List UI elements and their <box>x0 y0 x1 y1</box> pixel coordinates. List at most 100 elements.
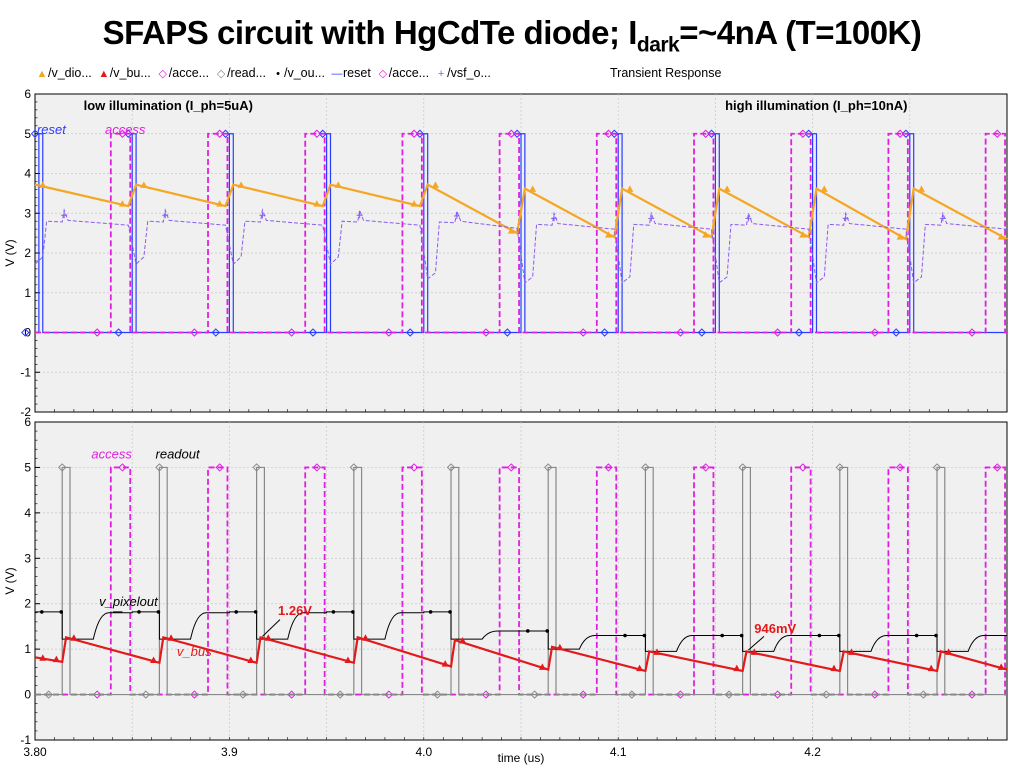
legend-caption: Transient Response <box>610 66 722 80</box>
series-marker <box>604 463 613 472</box>
series-marker <box>626 185 634 192</box>
series-marker <box>720 633 725 638</box>
x-axis-label: time (us) <box>498 751 545 765</box>
page-title: SFAPS circuit with HgCdTe diode; Idark=~… <box>0 14 1024 58</box>
legend-item: ◇/read... <box>215 66 266 80</box>
series-marker <box>58 463 67 472</box>
series-marker <box>773 690 782 699</box>
series-marker <box>140 181 148 188</box>
series-marker <box>448 610 452 614</box>
series-marker <box>830 664 838 672</box>
legend-item: +/vsf_o... <box>435 66 491 80</box>
series-marker <box>927 664 935 672</box>
series-marker <box>724 690 734 699</box>
series-marker <box>70 634 78 641</box>
series-marker <box>604 129 613 138</box>
series-marker <box>895 129 905 138</box>
series-marker <box>312 463 322 472</box>
series-marker <box>30 129 40 138</box>
x-tick-label: 3.80 <box>23 745 47 759</box>
series-marker <box>287 690 296 699</box>
y-axis-label: V (V) <box>3 567 17 594</box>
series-marker <box>707 129 716 138</box>
series-marker <box>238 690 248 699</box>
series-marker <box>901 129 911 138</box>
y-tick-label: 5 <box>24 460 31 474</box>
legend-item: ◇/acce... <box>157 66 210 80</box>
legend-item: ◇/acce... <box>377 66 430 80</box>
annotation-leader <box>748 636 765 651</box>
series-marker <box>627 690 637 699</box>
series-marker <box>997 663 1005 670</box>
series-marker <box>738 463 747 472</box>
series-marker <box>93 690 102 699</box>
series-line <box>34 183 1008 241</box>
chart-annotation: low illumination (I_ph=5uA) <box>84 98 253 113</box>
series-marker <box>118 200 126 207</box>
series-marker <box>794 328 804 337</box>
series-marker <box>39 654 47 661</box>
series-marker <box>405 328 415 337</box>
series-marker <box>410 200 418 207</box>
series-marker <box>237 181 245 188</box>
series-marker <box>44 690 53 699</box>
series-marker <box>967 690 977 699</box>
series-marker <box>676 328 685 337</box>
series-marker <box>361 634 369 641</box>
chart-annotation: v_pixelout <box>99 594 159 609</box>
series-marker <box>870 328 880 337</box>
legend-item: —reset <box>331 66 371 80</box>
series-marker <box>507 463 516 472</box>
series-marker <box>701 463 710 472</box>
series-marker <box>739 633 744 638</box>
plot-area <box>34 421 1008 741</box>
series-line <box>34 635 1008 673</box>
series-marker <box>441 660 449 667</box>
legend-label: /v_dio... <box>48 66 92 80</box>
legend-item: ▲/v_bu... <box>98 66 150 80</box>
legend-label: /vsf_o... <box>447 66 491 80</box>
legend-symbol-icon: + <box>437 68 445 80</box>
series-marker <box>247 656 255 663</box>
series-marker <box>641 463 650 472</box>
series-marker <box>190 690 199 699</box>
series-line <box>35 611 1007 652</box>
series-marker <box>835 463 845 472</box>
series-marker <box>351 610 355 614</box>
legend-label: /acce... <box>388 66 430 80</box>
series-marker <box>313 200 321 207</box>
series-marker <box>481 690 491 699</box>
series-marker <box>512 129 522 138</box>
series-marker <box>334 181 342 188</box>
series-marker <box>993 463 1002 472</box>
y-tick-label: 3 <box>24 206 31 220</box>
series-marker <box>318 129 327 138</box>
legend-symbol-icon: — <box>331 68 343 80</box>
y-tick-label: -1 <box>20 733 31 747</box>
series-marker <box>162 212 169 219</box>
series-marker <box>349 463 359 472</box>
series-marker <box>895 463 905 472</box>
x-tick-label: 4.0 <box>415 745 432 759</box>
series-marker <box>507 227 515 234</box>
series-marker <box>723 185 731 192</box>
series-marker <box>773 328 782 337</box>
series-marker <box>167 634 175 641</box>
series-marker <box>822 690 831 699</box>
series-marker <box>428 610 433 614</box>
series-marker <box>356 212 363 219</box>
series-marker <box>702 231 710 238</box>
y-tick-label: 1 <box>24 286 31 300</box>
series-marker <box>216 200 224 207</box>
legend-item: • /v_ou... <box>272 66 325 80</box>
legend-item: ▲/v_dio... <box>36 66 92 80</box>
series-marker <box>331 610 336 614</box>
series-marker <box>190 328 199 337</box>
series-marker <box>798 129 808 138</box>
series-marker <box>114 328 123 337</box>
series-marker <box>264 634 272 641</box>
chart-annotation: high illumination (I_ph=10nA) <box>725 98 907 113</box>
series-marker <box>544 463 553 472</box>
chart-annotation: 1.26V <box>278 603 312 618</box>
